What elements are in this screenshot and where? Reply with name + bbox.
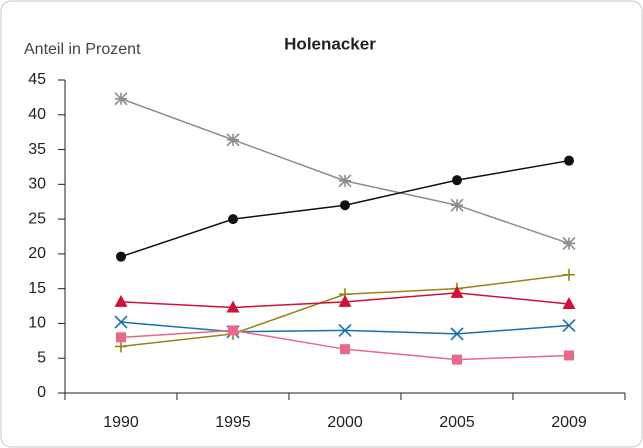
marker — [114, 92, 128, 106]
marker — [562, 318, 576, 333]
chart-title: Holenacker — [284, 34, 376, 53]
y-tick-label: 10 — [28, 315, 46, 332]
marker — [452, 175, 462, 186]
y-tick-label: 25 — [28, 210, 46, 227]
y-tick-label: 5 — [37, 349, 46, 366]
marker — [114, 315, 128, 329]
marker — [116, 251, 126, 262]
marker — [450, 327, 464, 341]
y-tick-label: 30 — [28, 176, 46, 193]
marker — [340, 344, 350, 355]
y-tick-label: 15 — [28, 280, 46, 297]
marker — [116, 332, 126, 343]
marker — [114, 294, 128, 307]
marker — [115, 340, 127, 353]
marker — [450, 285, 464, 298]
marker — [452, 354, 462, 365]
x-tick-label: 1995 — [215, 414, 251, 431]
y-tick-label: 35 — [28, 141, 46, 158]
marker — [226, 133, 240, 147]
x-tick-label: 2000 — [327, 414, 363, 431]
x-tick-label: 1990 — [103, 414, 139, 431]
marker — [564, 155, 574, 166]
marker — [450, 198, 464, 212]
marker — [340, 200, 350, 211]
y-tick-label: 0 — [37, 384, 46, 401]
marker — [562, 296, 576, 309]
y-tick-label: 20 — [28, 245, 46, 262]
marker — [338, 294, 352, 307]
y-tick-label: 45 — [28, 71, 46, 88]
marker — [338, 174, 352, 188]
marker — [228, 325, 238, 336]
marker — [563, 268, 575, 281]
marker — [564, 350, 574, 361]
marker — [562, 236, 576, 251]
marker — [338, 323, 352, 337]
y-tick-label: 40 — [28, 106, 46, 123]
x-tick-label: 2009 — [551, 414, 587, 431]
y-axis-label: Anteil in Prozent — [24, 41, 141, 58]
marker — [226, 300, 240, 313]
marker — [228, 214, 238, 225]
x-tick-label: 2005 — [439, 414, 475, 431]
